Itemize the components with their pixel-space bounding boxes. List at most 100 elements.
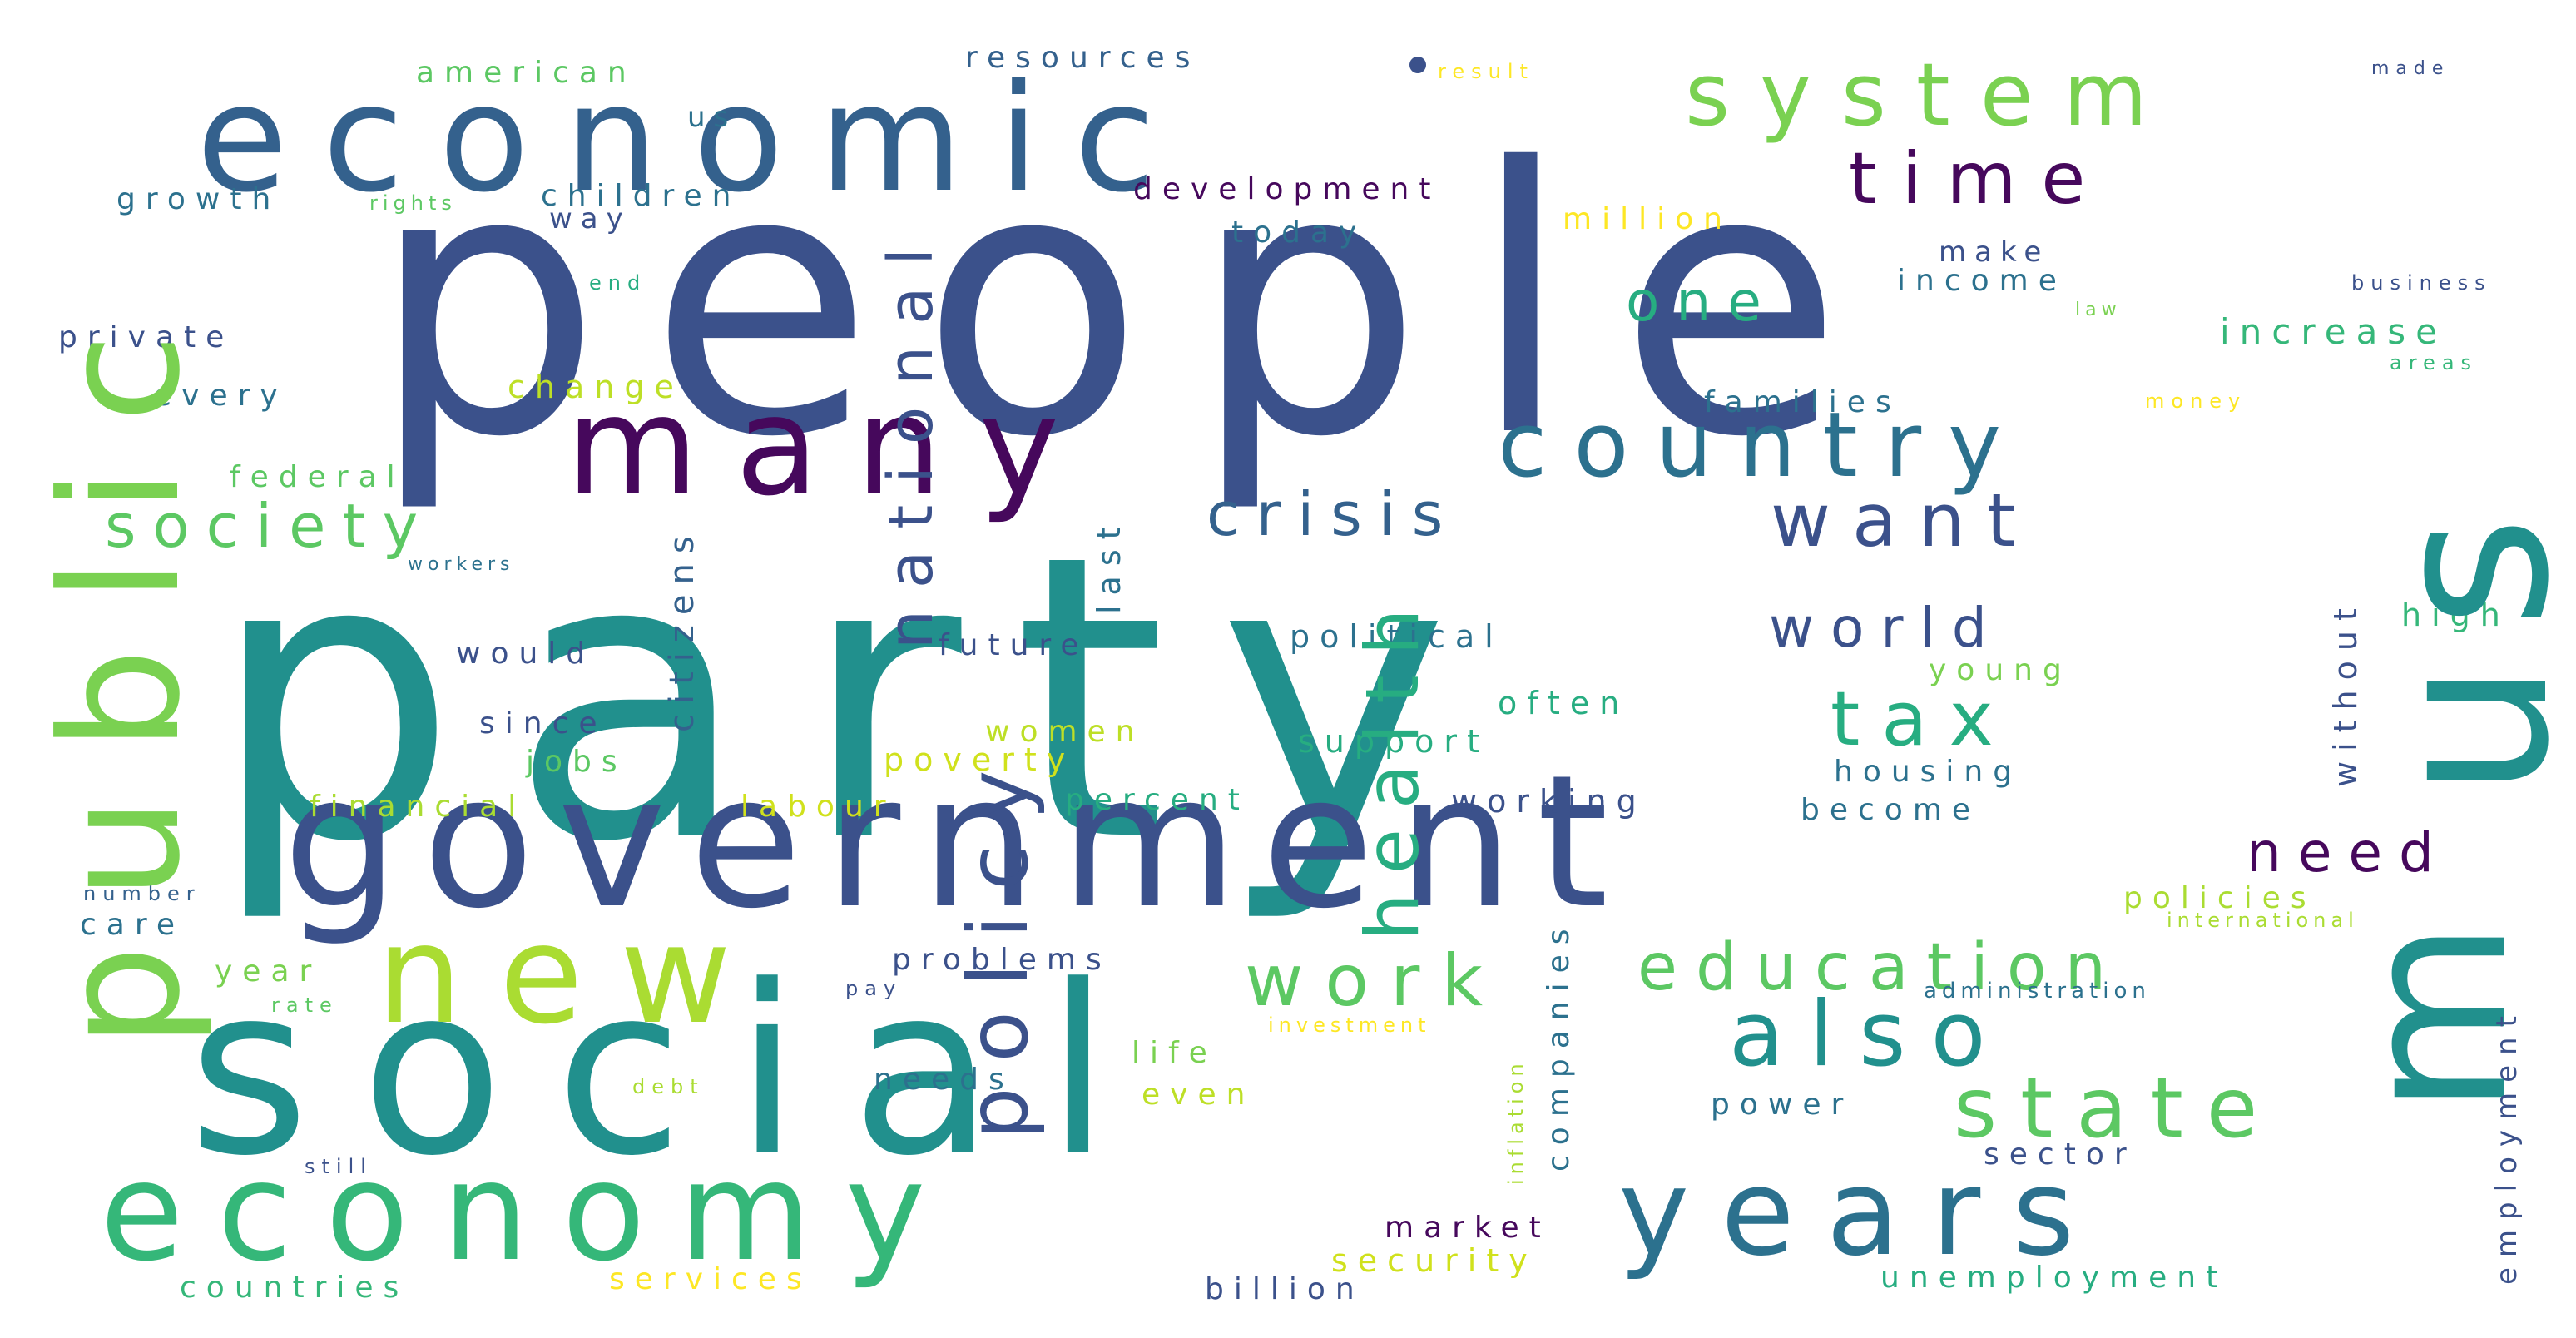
word-often: often	[1498, 685, 1630, 721]
word-jobs: jobs	[526, 745, 627, 779]
word-private: private	[58, 320, 235, 354]
word-health: health	[1350, 588, 1435, 940]
word-economic: economic	[196, 52, 1191, 225]
dot-mark	[1409, 57, 1426, 73]
word-social: social	[188, 936, 1162, 1207]
word-every: every	[153, 379, 288, 413]
word-labour: labour	[741, 790, 896, 824]
word-pay: pay	[845, 977, 903, 1000]
word-political: political	[1290, 618, 1503, 655]
word-us-vertical: us	[2346, 482, 2576, 799]
word-economy: economy	[100, 1132, 959, 1291]
word-power: power	[1711, 1088, 1854, 1122]
word-children: children	[541, 179, 741, 213]
word-billion: billion	[1205, 1272, 1365, 1306]
word-crisis: crisis	[1206, 479, 1460, 549]
word-business: business	[2351, 271, 2492, 295]
word-care: care	[80, 908, 186, 942]
word-financial: financial	[310, 790, 527, 824]
word-rights: rights	[369, 191, 457, 215]
word-system: system	[1685, 44, 2177, 146]
word-rate: rate	[271, 994, 339, 1017]
word-future: future	[939, 628, 1089, 662]
word-end: end	[589, 271, 647, 295]
word-since: since	[479, 706, 607, 741]
word-us-small: us	[687, 101, 737, 134]
word-policy: policy	[949, 745, 1047, 1140]
word-many: many	[566, 367, 1097, 526]
word-life: life	[1132, 1036, 1217, 1070]
word-working: working	[1451, 783, 1647, 820]
word-areas: areas	[2390, 351, 2479, 374]
word-society: society	[105, 491, 435, 561]
word-law: law	[2075, 300, 2122, 320]
word-without: without	[2327, 598, 2364, 787]
word-international: international	[2167, 909, 2359, 932]
word-people: people	[369, 91, 1890, 517]
word-money: money	[2145, 389, 2247, 413]
word-made: made	[2371, 58, 2450, 79]
word-federal: federal	[230, 460, 405, 494]
word-million: million	[1563, 202, 1732, 236]
word-young: young	[1929, 653, 2072, 687]
word-debt: debt	[632, 1075, 705, 1098]
word-families: families	[1704, 385, 1901, 419]
word-administration: administration	[1924, 979, 2151, 1004]
word-last: last	[1091, 517, 1127, 614]
word-education: education	[1637, 930, 2125, 1005]
word-national: national	[875, 226, 947, 649]
word-still: still	[305, 1155, 373, 1178]
word-security: security	[1331, 1242, 1538, 1279]
word-problems: problems	[892, 943, 1112, 977]
word-resources: resources	[965, 41, 1201, 75]
word-women: women	[985, 715, 1145, 749]
word-american: american	[416, 56, 637, 90]
word-unemployment: unemployment	[1880, 1261, 2228, 1295]
word-number: number	[83, 882, 201, 905]
word-also: also	[1729, 983, 2011, 1087]
word-market: market	[1385, 1211, 1551, 1245]
word-companies: companies	[1542, 919, 1576, 1172]
word-sector: sector	[1984, 1137, 2137, 1172]
word-percent: percent	[1065, 783, 1250, 817]
word-services: services	[609, 1262, 812, 1296]
word-country: country	[1498, 394, 2029, 498]
word-today: today	[1231, 216, 1367, 250]
word-inflation: inflation	[1504, 1058, 1528, 1185]
word-time: time	[1849, 137, 2111, 221]
word-years: years	[1618, 1142, 2107, 1282]
word-one: one	[1626, 270, 1778, 334]
word-workers: workers	[408, 554, 515, 575]
word-want: want	[1771, 478, 2038, 563]
word-development: development	[1133, 172, 1441, 206]
word-tax: tax	[1830, 676, 2015, 763]
word-income: income	[1897, 264, 2067, 298]
word-result: result	[1438, 60, 1534, 83]
word-investment: investment	[1268, 1013, 1431, 1037]
word-citizens: citizens	[663, 526, 701, 732]
word-poverty: poverty	[884, 741, 1076, 778]
word-needs: needs	[874, 1063, 1014, 1097]
word-countries: countries	[180, 1271, 409, 1305]
word-housing: housing	[1834, 755, 2023, 789]
word-change: change	[508, 369, 684, 405]
word-government: government	[283, 736, 1632, 949]
word-public: public	[27, 288, 216, 1048]
word-growth: growth	[116, 182, 281, 216]
word-policies: policies	[2123, 881, 2316, 915]
word-world: world	[1769, 596, 2004, 660]
word-increase: increase	[2220, 311, 2448, 352]
word-support: support	[1298, 723, 1489, 760]
word-party: party	[210, 472, 1502, 927]
word-need: need	[2247, 820, 2450, 885]
word-way: way	[549, 202, 632, 235]
word-year: year	[215, 954, 322, 989]
word-high: high	[2401, 597, 2510, 633]
word-even: even	[1142, 1078, 1256, 1112]
word-work: work	[1245, 939, 1505, 1023]
word-state: state	[1954, 1059, 2281, 1157]
word-make: make	[1939, 235, 2050, 269]
word-employment: employment	[2490, 1006, 2524, 1285]
word-new: new	[376, 895, 768, 1054]
